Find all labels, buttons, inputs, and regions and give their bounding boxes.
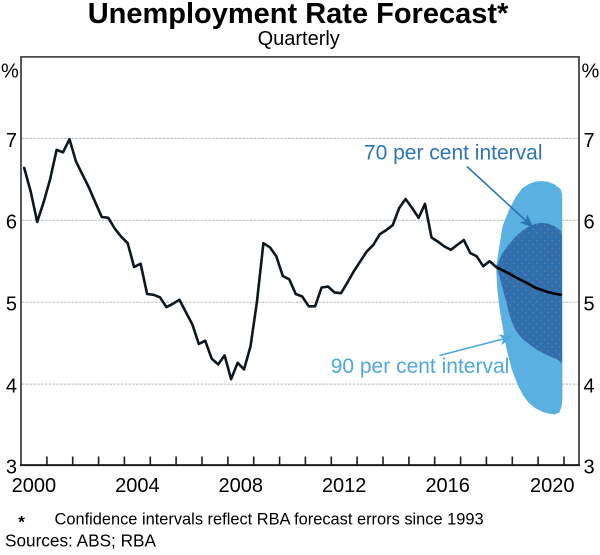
svg-text:*: * (18, 513, 25, 532)
svg-text:2000: 2000 (12, 475, 57, 497)
svg-text:7: 7 (584, 130, 595, 152)
svg-text:70 per cent interval: 70 per cent interval (364, 142, 543, 165)
svg-text:Confidence intervals reflect R: Confidence intervals reflect RBA forecas… (55, 511, 484, 529)
svg-text:5: 5 (584, 294, 595, 316)
svg-text:6: 6 (6, 212, 17, 234)
svg-text:7: 7 (6, 130, 17, 152)
svg-text:6: 6 (584, 212, 595, 234)
svg-text:4: 4 (6, 376, 17, 398)
svg-text:2016: 2016 (425, 475, 470, 497)
svg-text:Sources: ABS; RBA: Sources: ABS; RBA (5, 531, 156, 551)
svg-text:4: 4 (584, 376, 595, 398)
svg-text:%: % (1, 61, 19, 83)
svg-text:90 per cent interval: 90 per cent interval (331, 355, 510, 378)
svg-text:5: 5 (6, 294, 17, 316)
svg-text:%: % (582, 61, 600, 83)
svg-text:Quarterly: Quarterly (258, 28, 340, 50)
svg-text:2020: 2020 (530, 475, 575, 497)
svg-text:3: 3 (584, 457, 595, 479)
svg-text:3: 3 (6, 457, 17, 479)
svg-text:2004: 2004 (115, 475, 160, 497)
svg-text:Unemployment Rate Forecast*: Unemployment Rate Forecast* (88, 0, 509, 30)
svg-text:2012: 2012 (322, 475, 367, 497)
svg-text:2008: 2008 (219, 475, 264, 497)
